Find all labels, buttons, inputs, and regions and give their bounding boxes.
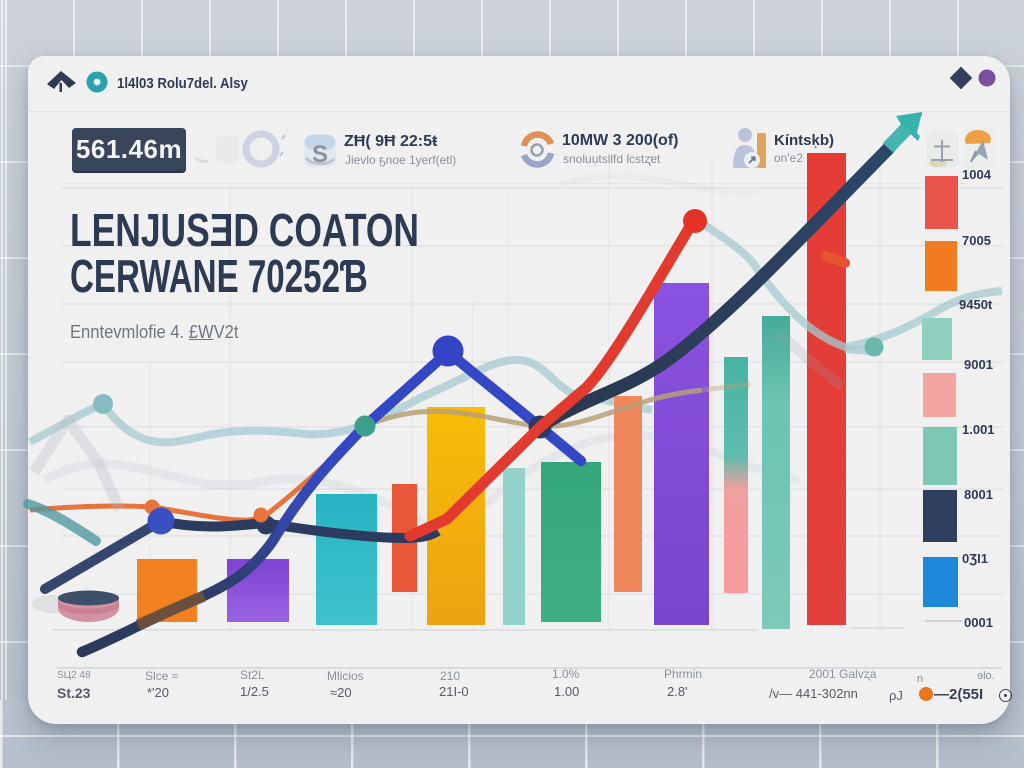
svg-text:S: S: [312, 141, 328, 168]
